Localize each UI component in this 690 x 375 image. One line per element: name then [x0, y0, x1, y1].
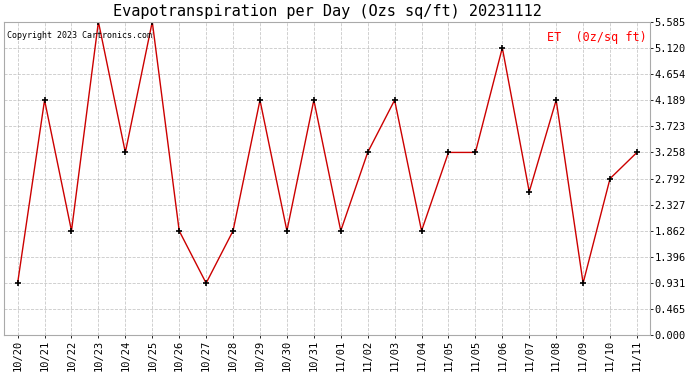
Text: Copyright 2023 Cartronics.com: Copyright 2023 Cartronics.com	[8, 31, 152, 40]
Title: Evapotranspiration per Day (Ozs sq/ft) 20231112: Evapotranspiration per Day (Ozs sq/ft) 2…	[113, 4, 542, 19]
Text: ET  (0z/sq ft): ET (0z/sq ft)	[547, 31, 647, 44]
